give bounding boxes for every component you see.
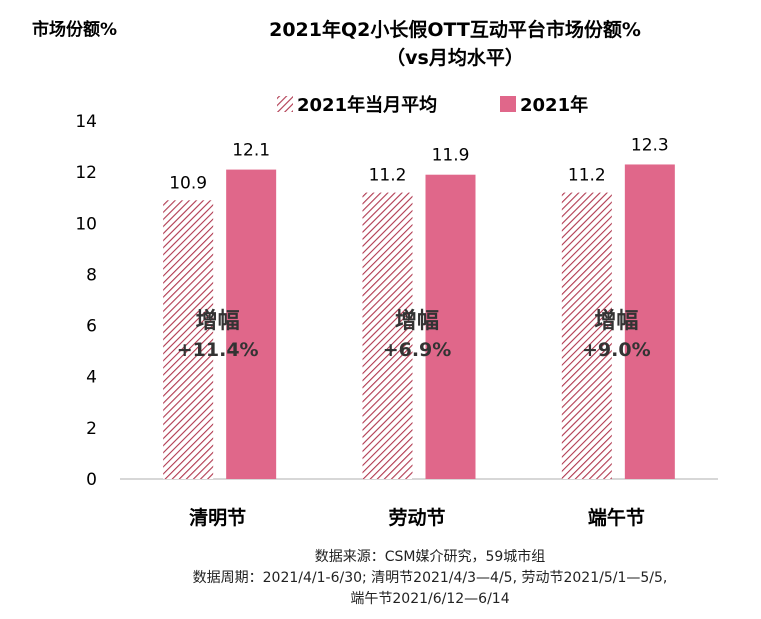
- x-category-label: 劳动节: [388, 506, 445, 529]
- data-label-monthly-average: 11.2: [369, 166, 407, 186]
- data-label-2021: 12.1: [232, 141, 270, 161]
- bar-2021: [425, 174, 476, 479]
- source-line-3: 端午节2021/6/12—6/14: [350, 591, 509, 607]
- source-note: 数据来源：CSM媒介研究，59城市组 数据周期：2021/4/1-6/30; 清…: [193, 548, 668, 607]
- growth-value: +6.9%: [383, 339, 452, 361]
- data-label-2021: 11.9: [432, 146, 470, 166]
- bar-monthly-average: [362, 192, 413, 479]
- data-label-2021: 12.3: [631, 135, 669, 155]
- growth-value: +9.0%: [582, 339, 651, 361]
- y-tick-label: 2: [86, 419, 97, 439]
- legend: 2021年当月平均 2021年: [277, 94, 588, 116]
- bar-monthly-average: [163, 200, 214, 479]
- legend-label-monthly-average: 2021年当月平均: [297, 94, 437, 116]
- chart-subtitle: （vs月均水平）: [386, 46, 524, 69]
- data-labels: 10.9 12.1 增幅 +11.4% 清明节 11.2 11.9 增幅 +6.9% 劳动节 11.…: [169, 135, 669, 529]
- x-category-label: 端午节: [588, 506, 645, 529]
- y-tick-label: 12: [75, 163, 97, 183]
- bar-2021: [226, 169, 277, 480]
- growth-label: 增幅: [594, 308, 638, 334]
- legend-swatch-2021: [500, 96, 516, 112]
- legend-swatch-monthly-average: [277, 96, 293, 112]
- bar-monthly-average: [561, 192, 612, 479]
- axes: 0 2 4 6 8 10 12 14: [75, 112, 718, 490]
- growth-label: 增幅: [395, 308, 439, 334]
- y-tick-label: 8: [86, 265, 97, 285]
- x-category-label: 清明节: [189, 506, 246, 529]
- source-line-1: 数据来源：CSM媒介研究，59城市组: [315, 548, 546, 565]
- chart-title: 2021年Q2小长假OTT互动平台市场份额%: [269, 18, 641, 41]
- growth-value: +11.4%: [177, 339, 259, 361]
- bar-2021: [624, 164, 675, 479]
- y-tick-label: 10: [75, 214, 97, 234]
- bars: [163, 164, 675, 480]
- y-tick-label: 14: [75, 112, 97, 132]
- y-tick-label: 4: [86, 368, 97, 388]
- data-label-monthly-average: 10.9: [169, 173, 207, 193]
- data-label-monthly-average: 11.2: [568, 166, 606, 186]
- y-axis-unit-label: 市场份额%: [32, 19, 117, 40]
- y-tick-label: 0: [86, 470, 97, 490]
- legend-label-2021: 2021年: [520, 94, 588, 116]
- growth-label: 增幅: [196, 308, 240, 334]
- y-tick-label: 6: [86, 317, 97, 337]
- source-line-2: 数据周期：2021/4/1-6/30; 清明节2021/4/3—4/5, 劳动节…: [193, 570, 668, 586]
